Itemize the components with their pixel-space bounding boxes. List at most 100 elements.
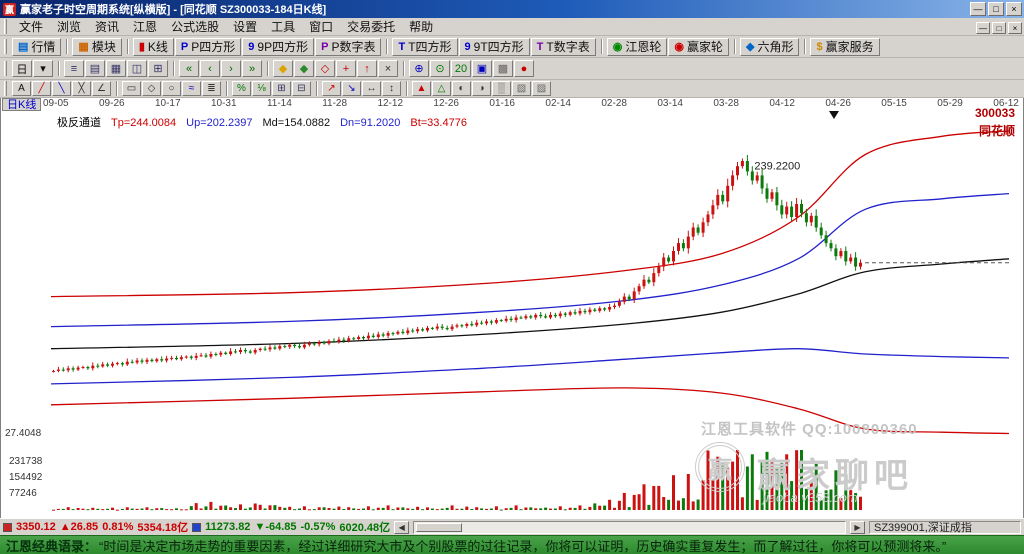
modules-button[interactable]: ▦ 模块	[72, 37, 122, 56]
shading-icon[interactable]: ▩	[493, 60, 513, 77]
t-square-button[interactable]: T T四方形	[392, 37, 458, 56]
menu-item-10[interactable]: 帮助	[409, 19, 434, 34]
box-tool-icon[interactable]: ▣	[472, 60, 492, 77]
menu-item-8[interactable]: 窗口	[309, 19, 334, 34]
buy-mark-icon[interactable]: ▲	[412, 81, 431, 96]
diamond-green-icon[interactable]: ◆	[294, 60, 314, 77]
pattern-icon[interactable]: ▒	[492, 81, 511, 96]
circle-tool-icon[interactable]: ○	[162, 81, 181, 96]
gann-circle-icon[interactable]: ⊕	[409, 60, 429, 77]
menu-item-4[interactable]: 江恩	[133, 19, 158, 34]
menu-item-7[interactable]: 工具	[271, 19, 296, 34]
menu-item-9[interactable]: 交易委托	[347, 19, 396, 34]
split-view-icon[interactable]: ◫	[127, 60, 147, 77]
date-label: 11-28	[322, 98, 348, 109]
hlines-tool-icon[interactable]: ≣	[202, 81, 221, 96]
cross-lines-icon[interactable]: ╳	[72, 81, 91, 96]
maximize-button[interactable]: □	[988, 2, 1004, 16]
index1-pct: 0.81%	[102, 521, 134, 533]
prev-bar-button[interactable]: ‹	[200, 60, 220, 77]
date-label: 09-26	[98, 98, 125, 109]
hatch2-icon[interactable]: ▨	[532, 81, 551, 96]
mdi-window-controls: — □ ×	[974, 18, 1022, 36]
quotes-button[interactable]: ▤ 行情	[12, 37, 62, 56]
sell-mark-icon[interactable]: △	[432, 81, 451, 96]
mdi-close-button[interactable]: ×	[1008, 22, 1022, 34]
ray-down-icon[interactable]: ↘	[342, 81, 361, 96]
rows-view-icon[interactable]: ▤	[85, 60, 105, 77]
current-index-label[interactable]: SZ399001,深证成指	[869, 520, 1021, 534]
menu-item-3[interactable]: 资讯	[95, 19, 120, 34]
last-bar-button[interactable]: »	[242, 60, 262, 77]
mdi-minimize-button[interactable]: —	[976, 22, 990, 34]
ray-up-icon[interactable]: ↗	[322, 81, 341, 96]
hgrid-tool-icon[interactable]: ⊟	[292, 81, 311, 96]
fib-tool-icon[interactable]: ⅛	[252, 81, 271, 96]
add-panel-icon[interactable]: ⊞	[148, 60, 168, 77]
menu-item-2[interactable]: 浏览	[57, 19, 82, 34]
percent-tool-icon[interactable]: %	[232, 81, 251, 96]
mdi-restore-button[interactable]: □	[992, 22, 1006, 34]
list-view-icon[interactable]: ≡	[64, 60, 84, 77]
hexagon-button[interactable]: ◆ 六角形	[740, 37, 800, 56]
date-label: 02-28	[601, 98, 627, 109]
half-circle-icon[interactable]: ◐	[452, 81, 471, 96]
up-arrow-icon[interactable]: ↑	[357, 60, 377, 77]
menu-item-6[interactable]: 设置	[233, 19, 258, 34]
half-circle2-icon[interactable]: ◑	[472, 81, 491, 96]
toolbar-separator	[267, 61, 269, 76]
winner-service-button-label: 赢家服务	[825, 40, 874, 54]
toolbar-separator	[600, 39, 603, 54]
index2-pct: -0.57%	[300, 521, 336, 533]
menu-item-1[interactable]: 文件	[19, 19, 44, 34]
winner-wheel-button[interactable]: ◉ 赢家轮	[668, 37, 729, 56]
hrange-icon[interactable]: ↔	[362, 81, 381, 96]
period-20-button[interactable]: 20	[451, 60, 471, 77]
hexagon-icon: ◆	[746, 41, 755, 53]
dot-marker-icon[interactable]: ●	[514, 60, 534, 77]
winner-service-button[interactable]: $ 赢家服务	[810, 37, 880, 56]
vrange-icon[interactable]: ↕	[382, 81, 401, 96]
nine-t-square-button[interactable]: 9 9T四方形	[458, 37, 530, 56]
stock-code-label: 300033	[974, 106, 1015, 120]
menu-item-5[interactable]: 公式选股	[171, 19, 220, 34]
toolbar-icons1-grip	[4, 61, 7, 76]
t-table-button[interactable]: T T数字表	[530, 37, 596, 56]
grid-view-icon[interactable]: ▦	[106, 60, 126, 77]
next-bar-button[interactable]: ›	[221, 60, 241, 77]
wave-tool-icon[interactable]: ≈	[182, 81, 201, 96]
text-tool-icon[interactable]: A	[12, 81, 31, 96]
period-dropdown[interactable]: ▾	[33, 60, 53, 77]
down-line-icon[interactable]: ╲	[52, 81, 71, 96]
scroll-right-button[interactable]: ▶	[850, 520, 865, 534]
menu-items: 文件 浏览 资讯 江恩 公式选股 设置 工具 窗口 交易委托 帮助	[12, 18, 440, 36]
rectangle-tool-icon[interactable]: ▭	[122, 81, 141, 96]
crosshair-icon[interactable]: +	[336, 60, 356, 77]
period-day-button[interactable]: 日	[12, 60, 32, 77]
grid-tool-icon[interactable]: ⊞	[272, 81, 291, 96]
diamond-yellow-icon[interactable]: ◆	[273, 60, 293, 77]
kline-tab[interactable]: 日K线	[2, 98, 42, 111]
scroll-left-button[interactable]: ◀	[394, 520, 410, 534]
trend-line-icon[interactable]: ╱	[32, 81, 51, 96]
angle-line-icon[interactable]: ∠	[92, 81, 111, 96]
hatch-icon[interactable]: ▧	[512, 81, 531, 96]
close-button[interactable]: ×	[1006, 2, 1022, 16]
nine-p-square-button[interactable]: 9 9P四方形	[242, 37, 315, 56]
scrollbar-thumb[interactable]	[416, 522, 463, 532]
diamond-tool-icon[interactable]: ◇	[142, 81, 161, 96]
kline-button[interactable]: ▮ K线	[132, 37, 174, 56]
scrollbar-track[interactable]	[413, 520, 846, 534]
cycle-icon[interactable]: ⊙	[430, 60, 450, 77]
p-square-button-label: P四方形	[191, 40, 236, 54]
p-square-button[interactable]: P P四方形	[174, 37, 242, 56]
p-table-button[interactable]: P P数字表	[315, 37, 382, 56]
erase-icon[interactable]: ×	[378, 60, 398, 77]
minimize-button[interactable]: —	[970, 2, 986, 16]
gann-wheel-button[interactable]: ◉ 江恩轮	[606, 37, 668, 56]
first-bar-button[interactable]: «	[179, 60, 199, 77]
kline-chart[interactable]: 239.2200	[1, 98, 1023, 518]
index1-price: 3350.12	[16, 521, 56, 533]
date-label: 03-14	[657, 98, 683, 109]
diamond-outline-icon[interactable]: ◇	[315, 60, 335, 77]
